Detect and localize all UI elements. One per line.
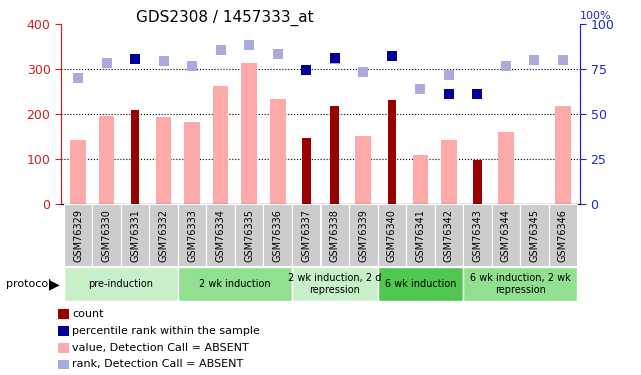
Text: GSM76344: GSM76344 [501, 209, 511, 262]
Text: GSM76335: GSM76335 [244, 209, 254, 262]
Bar [149, 204, 178, 266]
Bar [356, 136, 371, 204]
Text: 2 wk induction: 2 wk induction [199, 279, 271, 289]
Text: GSM76346: GSM76346 [558, 209, 568, 262]
Bar [463, 267, 578, 301]
Text: GSM76329: GSM76329 [73, 209, 83, 262]
Bar [320, 204, 349, 266]
Bar [292, 204, 320, 266]
Bar [63, 267, 178, 301]
Text: GSM76342: GSM76342 [444, 209, 454, 262]
Text: 6 wk induction, 2 wk
repression: 6 wk induction, 2 wk repression [470, 273, 570, 295]
Bar [121, 204, 149, 266]
Text: pre-induction: pre-induction [88, 279, 153, 289]
Bar [473, 160, 482, 204]
Text: GSM76345: GSM76345 [529, 209, 540, 262]
Text: GSM76334: GSM76334 [215, 209, 226, 262]
Bar [413, 155, 428, 204]
Bar [58, 360, 69, 369]
Text: GSM76341: GSM76341 [415, 209, 426, 262]
Bar [331, 106, 339, 204]
Bar [58, 309, 69, 319]
Bar [58, 343, 69, 352]
Text: 2 wk induction, 2 d
repression: 2 wk induction, 2 d repression [288, 273, 381, 295]
Bar [206, 204, 235, 266]
Text: GSM76336: GSM76336 [272, 209, 283, 262]
Text: GSM76337: GSM76337 [301, 209, 312, 262]
Bar [463, 204, 492, 266]
Text: value, Detection Call = ABSENT: value, Detection Call = ABSENT [72, 343, 249, 352]
Bar [349, 204, 378, 266]
Bar [184, 122, 200, 204]
Bar [549, 204, 578, 266]
Bar [213, 86, 228, 204]
Text: GSM76333: GSM76333 [187, 209, 197, 262]
Bar [70, 141, 86, 204]
Bar [92, 204, 121, 266]
Bar [99, 116, 114, 204]
Bar [235, 204, 263, 266]
Bar [388, 99, 396, 204]
Text: protocol: protocol [6, 279, 52, 289]
Bar [178, 204, 206, 266]
Bar [178, 267, 292, 301]
Text: GSM76340: GSM76340 [387, 209, 397, 262]
Bar [378, 204, 406, 266]
Text: GSM76330: GSM76330 [101, 209, 112, 262]
Text: GSM76339: GSM76339 [358, 209, 369, 262]
Bar [241, 63, 257, 204]
Bar [263, 204, 292, 266]
Text: GSM76332: GSM76332 [158, 209, 169, 262]
Bar [302, 138, 310, 204]
Bar [292, 267, 378, 301]
Text: count: count [72, 309, 104, 319]
Text: GSM76338: GSM76338 [329, 209, 340, 262]
Text: rank, Detection Call = ABSENT: rank, Detection Call = ABSENT [72, 360, 244, 369]
Text: 6 wk induction: 6 wk induction [385, 279, 456, 289]
Text: 100%: 100% [580, 11, 612, 21]
Bar [406, 204, 435, 266]
Bar [520, 204, 549, 266]
Bar [270, 99, 285, 204]
Bar [435, 204, 463, 266]
Text: GSM76331: GSM76331 [130, 209, 140, 262]
Bar [378, 267, 463, 301]
Bar [131, 110, 139, 204]
Bar [156, 117, 171, 204]
Text: ▶: ▶ [49, 277, 60, 291]
Text: GSM76343: GSM76343 [472, 209, 483, 262]
Bar [498, 132, 514, 204]
Bar [555, 106, 571, 204]
Text: GDS2308 / 1457333_at: GDS2308 / 1457333_at [135, 9, 313, 26]
Bar [492, 204, 520, 266]
Bar [58, 326, 69, 336]
Bar [441, 140, 457, 204]
Bar [63, 204, 92, 266]
Text: percentile rank within the sample: percentile rank within the sample [72, 326, 260, 336]
